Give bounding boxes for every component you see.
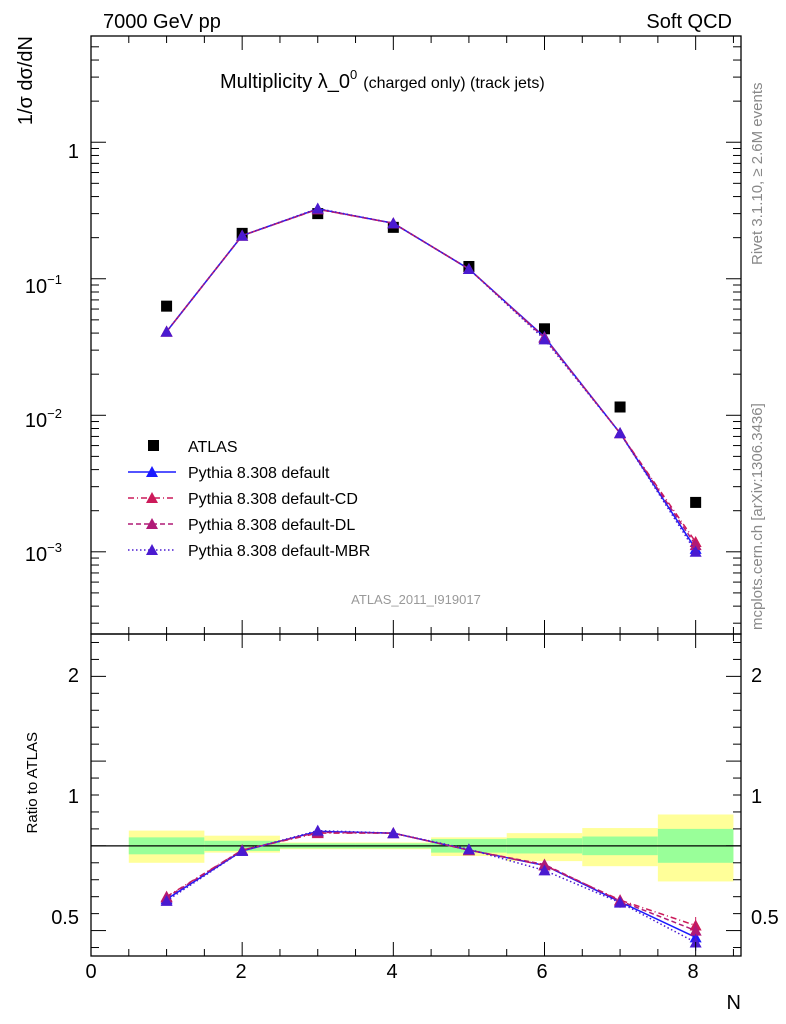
ratio-frame xyxy=(90,633,742,957)
xtick-label-4: 4 xyxy=(386,961,397,983)
atlas-data-point xyxy=(161,300,173,312)
ratio-series-marker xyxy=(538,864,551,876)
ratio-ytick-left-1: 1 xyxy=(68,786,79,808)
ytick-label-1e-3: 10−3 xyxy=(25,540,62,566)
main-series-marker xyxy=(538,333,551,345)
main-series-line xyxy=(165,208,697,543)
main-ylabel: 1/σ dσ/dN xyxy=(15,36,37,125)
ytick-label-1: 1 xyxy=(68,141,79,163)
ratio-series-marker xyxy=(387,827,400,839)
ratio-ytick-left-05: 0.5 xyxy=(51,907,79,929)
ratio-ylabel: Ratio to ATLAS xyxy=(24,732,41,833)
legend-atlas-marker xyxy=(148,440,159,451)
legend-dl-label: Pythia 8.308 default-DL xyxy=(188,517,355,534)
main-series-marker xyxy=(614,427,627,439)
title-main: Multiplicity λ_0 xyxy=(220,71,350,93)
ratio-ytick-labels: 2 1 0.5 2 1 0.5 xyxy=(51,665,779,929)
main-plot-marks xyxy=(160,202,702,557)
main-ytick-labels: 1 10−1 10−2 10−3 xyxy=(25,141,79,566)
main-series-marker xyxy=(387,217,400,229)
legend-cd-label: Pythia 8.308 default-CD xyxy=(188,491,358,508)
ytick-label-1e-2: 10−2 xyxy=(25,406,62,432)
xtick-label-8: 8 xyxy=(687,961,698,983)
xtick-label-2: 2 xyxy=(235,961,246,983)
legend-default-marker xyxy=(146,466,158,477)
rivet-label: Rivet 3.1.10, ≥ 2.6M events xyxy=(749,83,766,266)
ratio-series-marker xyxy=(236,844,249,856)
ratio-series-line xyxy=(166,829,697,944)
ratio-plot-axes xyxy=(90,633,742,957)
ytick-label-1e-1: 10−1 xyxy=(25,272,62,298)
main-series-marker xyxy=(311,202,324,214)
atlas-data-point xyxy=(614,401,626,413)
legend-mbr-marker xyxy=(146,544,158,555)
legend-cd-marker xyxy=(146,492,158,503)
title-suffix: (charged only) (track jets) xyxy=(363,75,544,92)
xtick-labels: 0 2 4 6 8 xyxy=(85,961,698,983)
ratio-ytick-right-2: 2 xyxy=(751,665,762,687)
ratio-series-marker xyxy=(689,924,702,936)
xlabel: N xyxy=(727,992,741,1014)
analysis-watermark: ATLAS_2011_I919017 xyxy=(351,592,481,607)
ratio-series-marker xyxy=(689,936,702,948)
ratio-series-marker xyxy=(311,824,324,836)
legend: ATLAS Pythia 8.308 default Pythia 8.308 … xyxy=(128,439,370,560)
legend-default-label: Pythia 8.308 default xyxy=(188,465,330,482)
main-series-marker xyxy=(236,229,249,241)
ratio-ytick-right-1: 1 xyxy=(751,786,762,808)
ratio-ytick-left-2: 2 xyxy=(68,665,79,687)
main-series-marker xyxy=(689,539,702,551)
ratio-series-marker xyxy=(462,843,475,855)
main-series-marker xyxy=(462,262,475,274)
legend-mbr-label: Pythia 8.308 default-MBR xyxy=(188,543,370,560)
atlas-data-point xyxy=(538,323,550,335)
ratio-series-marker xyxy=(538,858,551,870)
ratio-series-marker xyxy=(614,896,627,908)
ratio-bands xyxy=(128,814,734,882)
header-right: Soft QCD xyxy=(646,11,732,33)
xtick-label-0: 0 xyxy=(85,961,96,983)
main-series-marker xyxy=(160,325,173,337)
legend-atlas-label: ATLAS xyxy=(188,439,238,456)
xtick-label-6: 6 xyxy=(536,961,547,983)
ratio-plot xyxy=(90,633,742,957)
ratio-series-marker xyxy=(160,894,173,906)
ratio-ytick-right-05: 0.5 xyxy=(751,907,779,929)
ratio-series-line xyxy=(166,831,696,932)
legend-dl-marker xyxy=(146,518,158,529)
header-left: 7000 GeV pp xyxy=(103,11,221,33)
atlas-data-point xyxy=(690,496,702,508)
main-series-line xyxy=(165,208,697,546)
main-title: Multiplicity λ_00 (charged only) (track j… xyxy=(220,67,545,93)
main-series-marker xyxy=(689,545,702,557)
title-superscript: 0 xyxy=(350,67,357,82)
mcplots-label: mcplots.cern.ch [arXiv:1306.3436] xyxy=(749,403,766,630)
